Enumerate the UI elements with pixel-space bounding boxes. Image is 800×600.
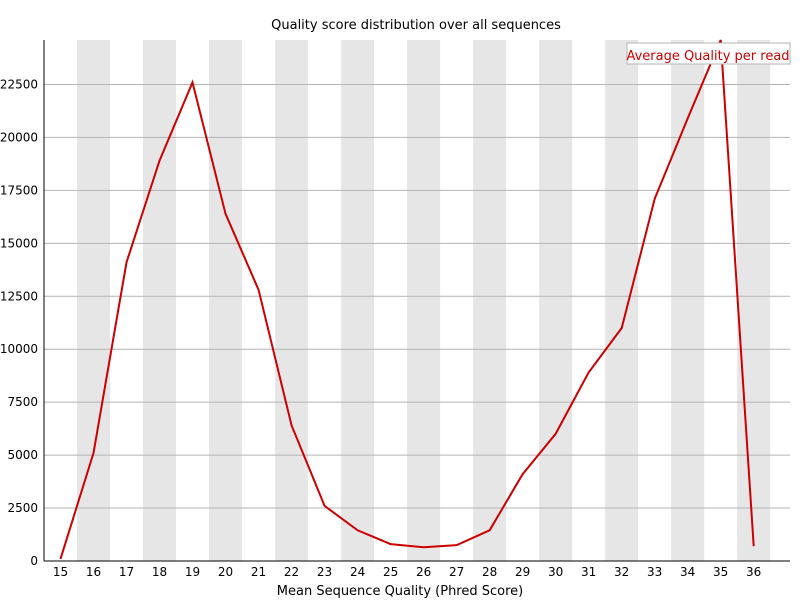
chart-title: Quality score distribution over all sequ… <box>271 18 561 33</box>
x-tick-label: 17 <box>119 565 134 579</box>
y-tick-labels: 0 2500 5000 7500 10000 12500 15000 17500 20000 22… <box>0 77 38 568</box>
y-tick-label: 15000 <box>0 236 38 250</box>
y-tick-label: 17500 <box>0 183 38 197</box>
y-tick-label: 20000 <box>0 130 38 144</box>
y-tick-label: 5000 <box>7 448 38 462</box>
x-tick-label: 36 <box>746 565 761 579</box>
band <box>77 40 111 561</box>
band <box>473 40 507 561</box>
x-tick-label: 30 <box>548 565 563 579</box>
x-tick-label: 34 <box>680 565 695 579</box>
y-tick-label: 7500 <box>7 395 38 409</box>
legend-entry: Average Quality per read <box>626 49 789 64</box>
x-tick-label: 35 <box>713 565 728 579</box>
y-tick-label: 0 <box>30 554 38 568</box>
series-line <box>59 39 755 560</box>
band <box>605 40 639 561</box>
background-bands <box>77 40 771 561</box>
legend-box <box>626 42 791 65</box>
x-axis-label: Mean Sequence Quality (Phred Score) <box>277 584 523 599</box>
band <box>737 40 771 561</box>
band <box>209 40 243 561</box>
axes <box>43 40 790 562</box>
band <box>143 40 177 561</box>
x-tick-label: 26 <box>416 565 431 579</box>
x-tick-label: 22 <box>284 565 299 579</box>
x-tick-label: 23 <box>317 565 332 579</box>
x-tick-label: 29 <box>515 565 530 579</box>
y-tick-label: 10000 <box>0 342 38 356</box>
y-tick-label: 2500 <box>7 501 38 515</box>
band <box>407 40 441 561</box>
x-tick-label: 20 <box>218 565 233 579</box>
band <box>275 40 309 561</box>
x-tick-labels: 15 16 17 18 19 20 21 22 23 24 25 26 27 28 29 30 31 32 33 34… <box>53 565 761 579</box>
x-tick-label: 25 <box>383 565 398 579</box>
x-tick-label: 32 <box>614 565 629 579</box>
x-tick-label: 21 <box>251 565 266 579</box>
x-tick-label: 24 <box>350 565 365 579</box>
x-tick-label: 27 <box>449 565 464 579</box>
x-tick-label: 19 <box>185 565 200 579</box>
x-tick-label: 16 <box>86 565 101 579</box>
x-tick-label: 28 <box>482 565 497 579</box>
series-lines <box>59 39 755 560</box>
legend: Average Quality per read <box>626 42 791 65</box>
band <box>539 40 573 561</box>
x-tick-label: 18 <box>152 565 167 579</box>
y-tick-label: 22500 <box>0 77 38 91</box>
x-tick-label: 33 <box>647 565 662 579</box>
x-tick-label: 31 <box>581 565 596 579</box>
x-tick-label: 15 <box>53 565 68 579</box>
band <box>341 40 375 561</box>
band <box>671 40 705 561</box>
y-tick-label: 12500 <box>0 289 38 303</box>
